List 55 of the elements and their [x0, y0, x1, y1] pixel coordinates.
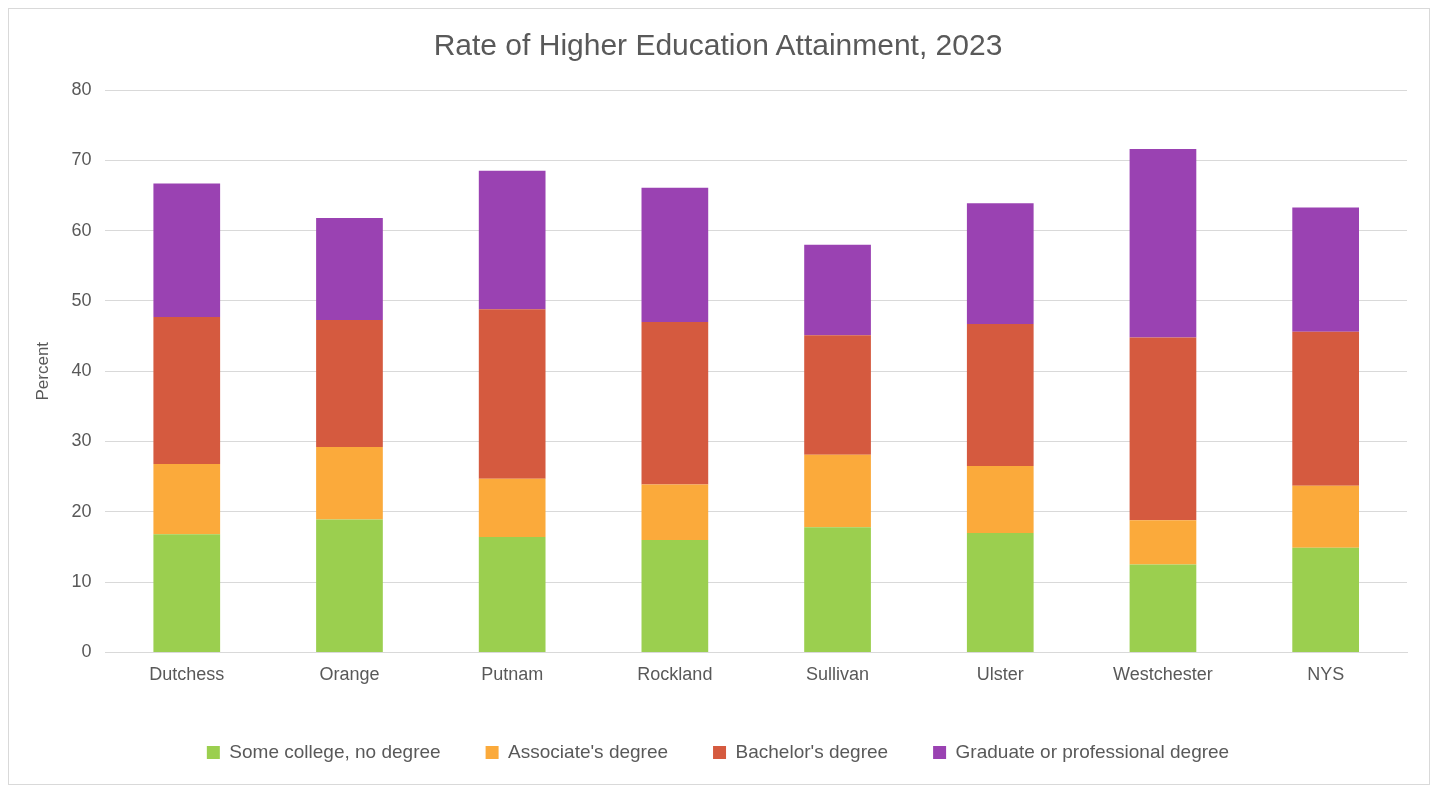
bar [316, 217, 383, 320]
bar [1129, 520, 1197, 565]
bar [478, 537, 546, 652]
bar [478, 170, 546, 310]
y-tick-label: 30 [71, 430, 92, 451]
y-tick-label: 70 [71, 149, 92, 170]
bar [316, 319, 383, 448]
bar [153, 534, 221, 652]
bar [804, 335, 871, 455]
legend-label: Bachelor's degree [735, 740, 889, 762]
bar [966, 466, 1034, 533]
x-tick-label: Westchester [1113, 664, 1213, 685]
bar [316, 519, 383, 652]
x-tick-label: Orange [319, 664, 380, 685]
bar [1129, 564, 1197, 652]
y-tick-label: 10 [71, 571, 92, 592]
x-tick-label: Putnam [481, 664, 544, 685]
bar [804, 244, 871, 336]
legend-label: Some college, no degree [229, 740, 441, 762]
bar [1292, 547, 1359, 652]
bar [1129, 337, 1197, 521]
y-tick-label: 60 [71, 219, 92, 240]
x-tick-label: Dutchess [149, 664, 225, 685]
y-tick-label: 40 [71, 360, 92, 381]
x-tick-label: Sullivan [806, 664, 870, 685]
bar [966, 203, 1034, 325]
bar [478, 309, 546, 479]
bar [153, 317, 221, 464]
chart-title: Rate of Higher Education Attainment, 2023 [433, 28, 1003, 62]
bar [641, 484, 709, 540]
bar [966, 324, 1034, 467]
bar [478, 478, 546, 538]
bar [1292, 331, 1359, 486]
y-tick-label: 80 [71, 78, 92, 99]
y-tick-label: 20 [71, 500, 92, 521]
bar [1292, 485, 1359, 548]
x-tick-label: Rockland [637, 664, 713, 685]
bar [641, 539, 709, 652]
bar [153, 183, 221, 318]
x-tick-label: NYS [1307, 664, 1345, 685]
y-tick-label: 0 [81, 641, 92, 662]
bar [966, 532, 1034, 652]
x-tick-label: Ulster [976, 664, 1024, 685]
legend-label: Associate's degree [508, 740, 669, 762]
bar [641, 187, 709, 322]
legend-label: Graduate or professional degree [955, 740, 1230, 762]
bar [1292, 207, 1359, 332]
bar [641, 321, 709, 485]
bar [804, 454, 871, 528]
bar [153, 464, 221, 535]
bar [1129, 149, 1197, 338]
y-axis-title: Percent [32, 341, 52, 401]
bar [316, 447, 383, 520]
y-tick-label: 50 [71, 289, 92, 310]
bar [804, 527, 871, 652]
